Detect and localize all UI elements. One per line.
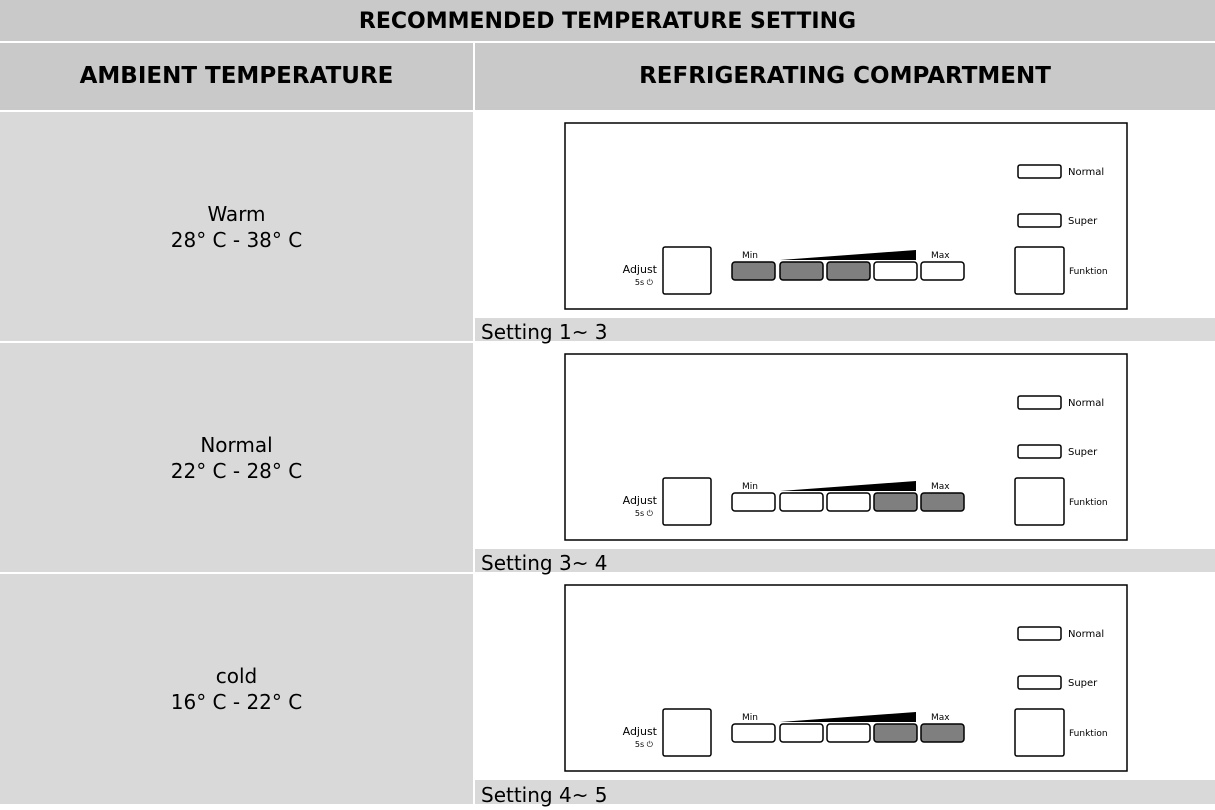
button-label: Funktion [1069,267,1108,277]
level-segment [874,724,917,742]
level-segment [780,724,823,742]
indicator-label: Normal [1068,629,1104,640]
level-segment [732,262,775,280]
table-title: RECOMMENDED TEMPERATURE SETTING [0,0,1215,43]
ambient-name: Warm [207,202,265,226]
control-panel: Normal Super Funktion Adjust 5s ⏻ Min Max [564,122,1129,312]
indicator [1018,396,1061,409]
setting-label: Setting 1~ 3 [475,318,1215,341]
setting-label: Setting 3~ 4 [475,549,1215,572]
scale-label: Max [931,482,950,492]
button [663,709,711,756]
ambient-name: cold [216,664,257,688]
level-segment [827,724,870,742]
level-segment [780,262,823,280]
indicator [1018,445,1061,458]
level-segment [732,724,775,742]
level-segment [732,493,775,511]
button-label: 5s ⏻ [635,740,654,749]
ambient-range: 16° C - 22° C [171,690,302,714]
indicator-label: Super [1068,216,1098,227]
ambient-name: Normal [200,433,272,457]
ambient-range: 22° C - 28° C [171,459,302,483]
button-label: 5s ⏻ [635,509,654,518]
button [663,247,711,294]
control-panel: Normal Super Funktion Adjust 5s ⏻ Min Max [564,584,1129,774]
button-label: Adjust [623,725,658,738]
column-header: REFRIGERATING COMPARTMENT [475,43,1215,110]
button [1015,478,1064,525]
indicator [1018,676,1061,689]
scale-wedge [780,712,916,722]
ambient-range: 28° C - 38° C [171,228,302,252]
level-segment [921,493,964,511]
button-label: Adjust [623,494,658,507]
control-panel: Normal Super Funktion Adjust 5s ⏻ Min Max [564,353,1129,543]
button [1015,247,1064,294]
level-segment [921,724,964,742]
level-segment [874,262,917,280]
indicator-label: Normal [1068,398,1104,409]
level-segment [874,493,917,511]
setting-label: Setting 4~ 5 [475,780,1215,804]
indicator [1018,165,1061,178]
level-segment [827,262,870,280]
button-label: Funktion [1069,729,1108,739]
indicator [1018,214,1061,227]
scale-label: Min [742,713,758,723]
column-header: AMBIENT TEMPERATURE [0,43,473,110]
button-label: Funktion [1069,498,1108,508]
level-segment [780,493,823,511]
scale-wedge [780,481,916,491]
button-label: 5s ⏻ [635,278,654,287]
scale-label: Max [931,713,950,723]
indicator-label: Super [1068,678,1098,689]
scale-label: Min [742,251,758,261]
level-segment [921,262,964,280]
page: RECOMMENDED TEMPERATURE SETTING AMBIENT … [0,0,1215,804]
button-label: Adjust [623,263,658,276]
button [663,478,711,525]
indicator-label: Super [1068,447,1098,458]
scale-wedge [780,250,916,260]
level-segment [827,493,870,511]
scale-label: Min [742,482,758,492]
scale-label: Max [931,251,950,261]
button [1015,709,1064,756]
indicator [1018,627,1061,640]
indicator-label: Normal [1068,167,1104,178]
